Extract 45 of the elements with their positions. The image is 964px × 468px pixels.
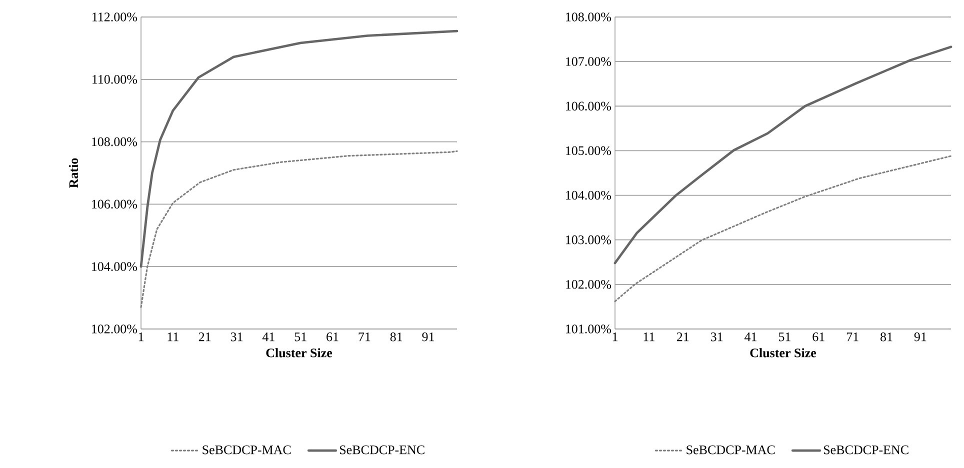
x-tick-label: 11 <box>168 332 178 342</box>
y-tick-label: 112.00% <box>92 12 138 22</box>
y-axis-title: Ratio <box>68 158 78 188</box>
x-tick-label: 81 <box>390 332 402 342</box>
x-tick-label: 91 <box>422 332 434 342</box>
y-tick-label: 105.00% <box>566 146 612 156</box>
x-tick-label: 31 <box>710 332 723 342</box>
x-tick-label: 21 <box>198 332 211 342</box>
x-tick-label: 91 <box>914 332 926 342</box>
legend-label: SeBCDCP-ENC <box>340 446 424 454</box>
y-tick-label: 102.00% <box>92 324 138 334</box>
y-tick-label: 102.00% <box>566 280 612 289</box>
legend-label: SeBCDCP-MAC <box>686 446 775 454</box>
y-tick-label: 101.00% <box>566 324 612 334</box>
x-tick-label: 61 <box>326 332 338 342</box>
x-tick-label: 1 <box>612 332 618 342</box>
y-tick-label: 106.00% <box>566 102 612 111</box>
x-axis-title: Cluster Size <box>266 348 332 358</box>
line-series <box>140 30 458 268</box>
x-tick-label: 41 <box>744 332 756 342</box>
x-tick-label: 31 <box>230 332 242 342</box>
x-tick-label: 71 <box>358 332 370 342</box>
y-tick-label: 104.00% <box>566 190 612 200</box>
x-tick-label: 51 <box>778 332 790 342</box>
y-tick-label: 108.00% <box>566 12 612 22</box>
x-tick-label: 1 <box>138 332 144 342</box>
legend-label: SeBCDCP-ENC <box>824 446 908 454</box>
y-tick-label: 104.00% <box>92 262 138 272</box>
legend-label: SeBCDCP-MAC <box>202 446 291 454</box>
line-series <box>140 150 458 308</box>
y-tick-label: 107.00% <box>566 57 612 66</box>
y-tick-label: 103.00% <box>566 235 612 244</box>
x-axis-title: Cluster Size <box>750 348 816 358</box>
x-tick-label: 61 <box>812 332 824 342</box>
x-tick-label: 51 <box>294 332 306 342</box>
x-tick-label: 41 <box>262 332 274 342</box>
line-series <box>614 155 952 302</box>
line-series <box>614 46 952 264</box>
x-tick-label: 81 <box>880 332 892 342</box>
x-tick-label: 21 <box>676 332 689 342</box>
y-tick-label: 110.00% <box>92 74 138 84</box>
x-tick-label: 71 <box>846 332 858 342</box>
x-tick-label: 11 <box>644 332 654 342</box>
y-tick-label: 106.00% <box>92 200 138 209</box>
y-tick-label: 108.00% <box>92 137 138 146</box>
